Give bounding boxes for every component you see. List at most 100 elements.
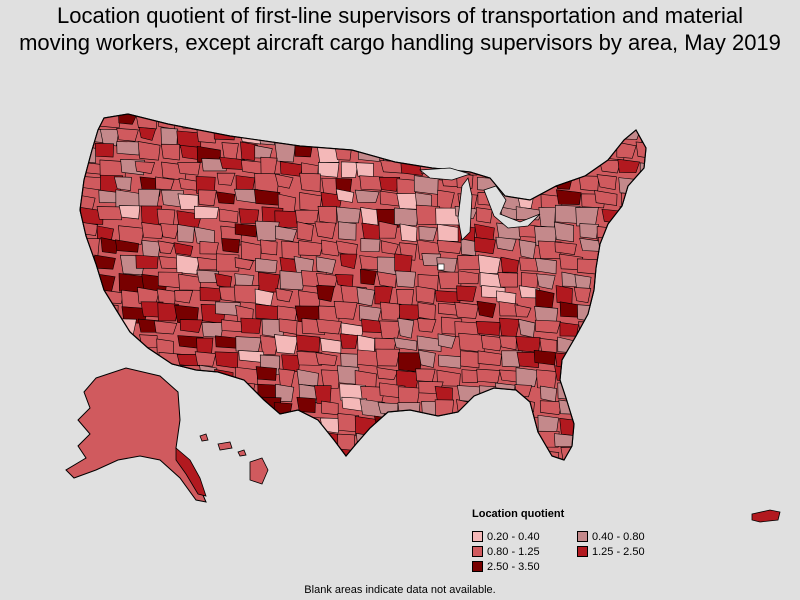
map-area [338, 221, 357, 241]
map-area [621, 399, 646, 420]
map-area [116, 128, 139, 142]
map-area [217, 114, 243, 128]
map-area [457, 255, 482, 271]
map-area [479, 413, 501, 429]
map-area [416, 447, 435, 460]
map-area [316, 284, 335, 302]
map-area [361, 318, 383, 334]
map-area [580, 397, 605, 415]
map-area [616, 141, 637, 159]
map-area [115, 239, 139, 253]
map-area [80, 332, 100, 348]
map-area [357, 349, 381, 367]
map-area [635, 141, 646, 160]
map-area [517, 193, 535, 209]
map-area [479, 447, 498, 460]
legend-title: Location quotient [472, 508, 565, 520]
map-area [514, 434, 540, 450]
map-area [635, 289, 646, 305]
map-area [417, 302, 436, 321]
lake-huron-erie [483, 185, 541, 229]
map-area [461, 413, 488, 430]
map-area [334, 143, 353, 161]
map-area [418, 432, 438, 448]
map-area [255, 303, 282, 321]
map-area [255, 366, 277, 381]
map-area [296, 334, 321, 353]
legend-label: 2.50 - 3.50 [487, 560, 540, 573]
map-area [113, 176, 132, 191]
map-area [580, 368, 607, 387]
map-area [374, 114, 396, 125]
map-area [376, 271, 397, 289]
map-area [393, 337, 418, 351]
map-area [554, 365, 576, 382]
map-area [480, 160, 505, 178]
map-area [438, 354, 464, 369]
map-area [254, 418, 273, 439]
map-area [436, 239, 463, 254]
blank-area [437, 263, 445, 271]
map-area [579, 223, 599, 240]
hawaii-region [199, 433, 269, 485]
map-area [536, 114, 561, 125]
map-area [100, 237, 119, 254]
map-area [500, 256, 519, 273]
map-area [438, 417, 459, 438]
map-area [138, 126, 157, 141]
map-area [394, 253, 413, 274]
map-area [296, 221, 314, 242]
map-area [596, 303, 616, 323]
map-area [355, 162, 374, 178]
footnote: Blank areas indicate data not available. [304, 584, 496, 596]
map-area [294, 141, 314, 158]
map-area [215, 414, 236, 431]
map-area [553, 141, 574, 163]
map-area [96, 206, 123, 221]
legend-swatch [472, 546, 483, 557]
map-area [201, 397, 220, 411]
map-area [315, 256, 337, 275]
map-area [80, 303, 99, 319]
map-area [595, 128, 615, 148]
map-area [194, 447, 218, 460]
map-area [317, 206, 337, 225]
map-area [299, 172, 321, 193]
map-area [514, 304, 532, 318]
map-area [398, 142, 424, 160]
map-area [456, 285, 477, 302]
map-area [158, 114, 177, 130]
map-area [235, 382, 256, 399]
map-area [458, 428, 477, 445]
map-area [416, 114, 439, 126]
map-area [497, 114, 522, 128]
map-area [600, 400, 618, 417]
map-area [98, 351, 119, 372]
map-area [536, 369, 557, 390]
alaska-region [65, 367, 207, 503]
map-area [598, 413, 618, 433]
map-area [413, 129, 435, 148]
map-area [419, 145, 444, 164]
map-area [355, 128, 377, 145]
map-area [481, 428, 507, 446]
map-area [173, 242, 194, 256]
map-area [399, 114, 419, 129]
lake-michigan [457, 177, 473, 241]
map-area [619, 414, 643, 429]
map-area [360, 238, 381, 253]
map-legend: Location quotient 0.20 - 0.40 0.40 - 0.8… [472, 508, 702, 573]
map-area [395, 446, 420, 460]
legend-swatch [577, 546, 588, 557]
map-area [617, 158, 641, 174]
map-area [496, 429, 524, 447]
map-area [240, 241, 262, 262]
map-area [538, 161, 563, 181]
map-area [639, 429, 646, 445]
map-area [234, 223, 257, 238]
map-area [199, 241, 219, 255]
map-area [378, 176, 401, 192]
map-area [201, 322, 225, 338]
map-area [493, 145, 511, 162]
map-area [296, 397, 316, 413]
